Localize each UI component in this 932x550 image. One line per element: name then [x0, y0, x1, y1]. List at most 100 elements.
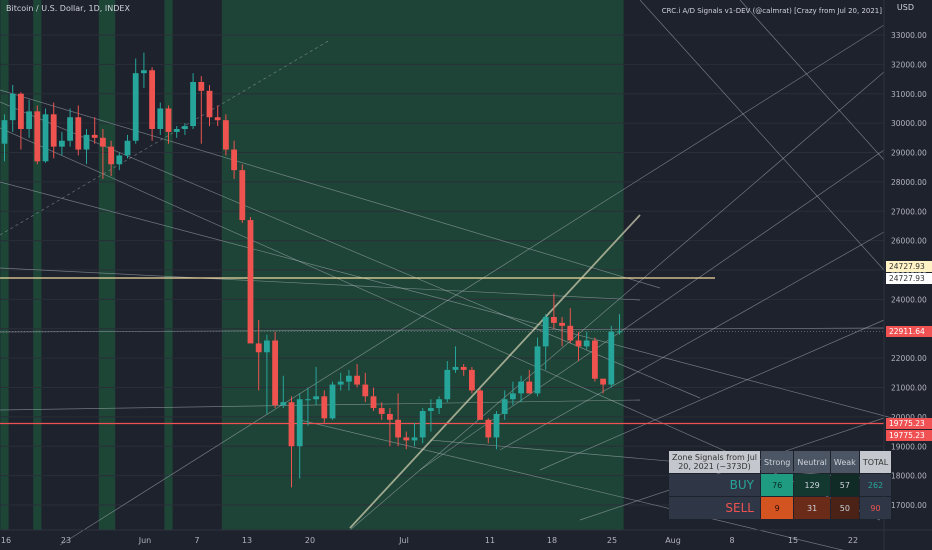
candle-body — [231, 149, 237, 171]
candle-body — [559, 322, 565, 326]
y-tick-label: 33000.00 — [891, 31, 927, 40]
candle — [346, 369, 352, 391]
sell-total-cell: 90 — [859, 497, 892, 519]
candle — [223, 114, 229, 156]
symbol-title: Bitcoin / U.S. Dollar, 1D, INDEX — [6, 4, 130, 13]
x-tick-label: 7 — [194, 536, 199, 545]
candle-body — [469, 369, 475, 391]
candle — [18, 92, 24, 150]
candle-body — [444, 369, 451, 400]
candle — [190, 73, 196, 129]
candle — [288, 396, 295, 488]
candle — [321, 390, 328, 423]
candle-body — [526, 381, 533, 394]
candle — [182, 123, 188, 135]
candle-body — [477, 390, 483, 420]
candle — [272, 331, 278, 409]
x-tick-label: 11 — [485, 536, 495, 545]
candle — [518, 375, 524, 403]
sell-weak-cell: 50 — [830, 497, 859, 519]
candle — [83, 129, 90, 165]
candle — [132, 58, 139, 144]
candle-body — [452, 366, 459, 370]
y-tick-label: 17000.00 — [891, 501, 927, 510]
zone-signal-table: Zone Signals from Jul 20, 2021 (~373D) S… — [668, 450, 892, 520]
price-tag: 19775.23 — [886, 430, 932, 441]
candle — [362, 372, 369, 403]
x-tick-label: 8 — [729, 536, 734, 545]
candle-body — [83, 134, 90, 150]
candle-body — [575, 340, 582, 347]
candle — [395, 393, 401, 447]
x-tick-label: 20 — [305, 536, 315, 545]
y-tick-label: 31000.00 — [891, 90, 927, 99]
col-weak-header: Weak — [830, 451, 859, 473]
candle-body — [206, 90, 213, 118]
sell-neutral-cell: 31 — [794, 497, 830, 519]
candle-body — [173, 129, 180, 132]
candle — [34, 105, 41, 165]
sell-label: SELL — [669, 497, 760, 519]
trend-line — [299, 419, 844, 550]
y-tick-label: 18000.00 — [891, 472, 927, 481]
accumulation-zone — [98, 0, 116, 530]
candle-body — [493, 413, 500, 438]
sell-row: SELL 9 31 50 90 — [669, 497, 892, 519]
candle-body — [9, 93, 16, 121]
candle — [370, 387, 377, 411]
candle — [124, 134, 131, 159]
candle-body — [255, 343, 262, 353]
main-trend-line — [349, 214, 641, 529]
candle-body — [116, 155, 123, 165]
candle — [460, 364, 467, 376]
candle-body — [141, 70, 147, 74]
price-tag: 19775.23 — [886, 418, 932, 429]
candle-body — [428, 408, 434, 411]
candle — [280, 375, 287, 409]
candle-body — [91, 134, 98, 138]
y-tick-label: 20000.00 — [891, 413, 927, 422]
candle — [419, 408, 426, 444]
x-tick-label: Jul — [398, 536, 409, 545]
x-tick-label: 15 — [788, 536, 798, 545]
candle-body — [67, 117, 73, 141]
trend-line — [0, 101, 701, 399]
candle — [116, 152, 123, 171]
candle — [239, 164, 246, 223]
trend-line — [539, 319, 885, 471]
candle — [469, 366, 475, 394]
candle-body — [419, 411, 426, 438]
candle-body — [608, 331, 615, 385]
sell-strong-cell: 9 — [761, 497, 794, 519]
candle-body — [272, 340, 278, 406]
candle — [559, 317, 565, 347]
candle — [616, 314, 623, 335]
candle — [526, 369, 533, 394]
candle-body — [387, 413, 393, 420]
buy-strong-cell: 76 — [761, 474, 794, 496]
candle — [173, 126, 180, 138]
candle — [583, 331, 590, 350]
x-tick-label: Jun — [138, 536, 152, 545]
candle-body — [288, 402, 295, 447]
y-tick-label: 24000.00 — [891, 295, 927, 304]
candle-body — [198, 82, 205, 91]
y-tick-label: 22000.00 — [891, 354, 927, 363]
candle-body — [600, 378, 606, 385]
price-tag: 22911.64 — [886, 326, 932, 337]
candle-body — [551, 317, 557, 323]
candle-body — [510, 393, 516, 400]
candle-body — [157, 108, 164, 129]
y-tick-label: 32000.00 — [891, 60, 927, 69]
y-tick-label: 30000.00 — [891, 119, 927, 128]
candle — [206, 84, 213, 127]
candle — [387, 408, 393, 447]
buy-row: BUY 76 129 57 262 — [669, 474, 892, 496]
candle — [493, 411, 500, 450]
col-neutral-header: Neutral — [794, 451, 830, 473]
candle — [50, 102, 57, 159]
candle-body — [59, 140, 65, 147]
candle — [534, 337, 541, 397]
candle-body — [592, 340, 598, 379]
